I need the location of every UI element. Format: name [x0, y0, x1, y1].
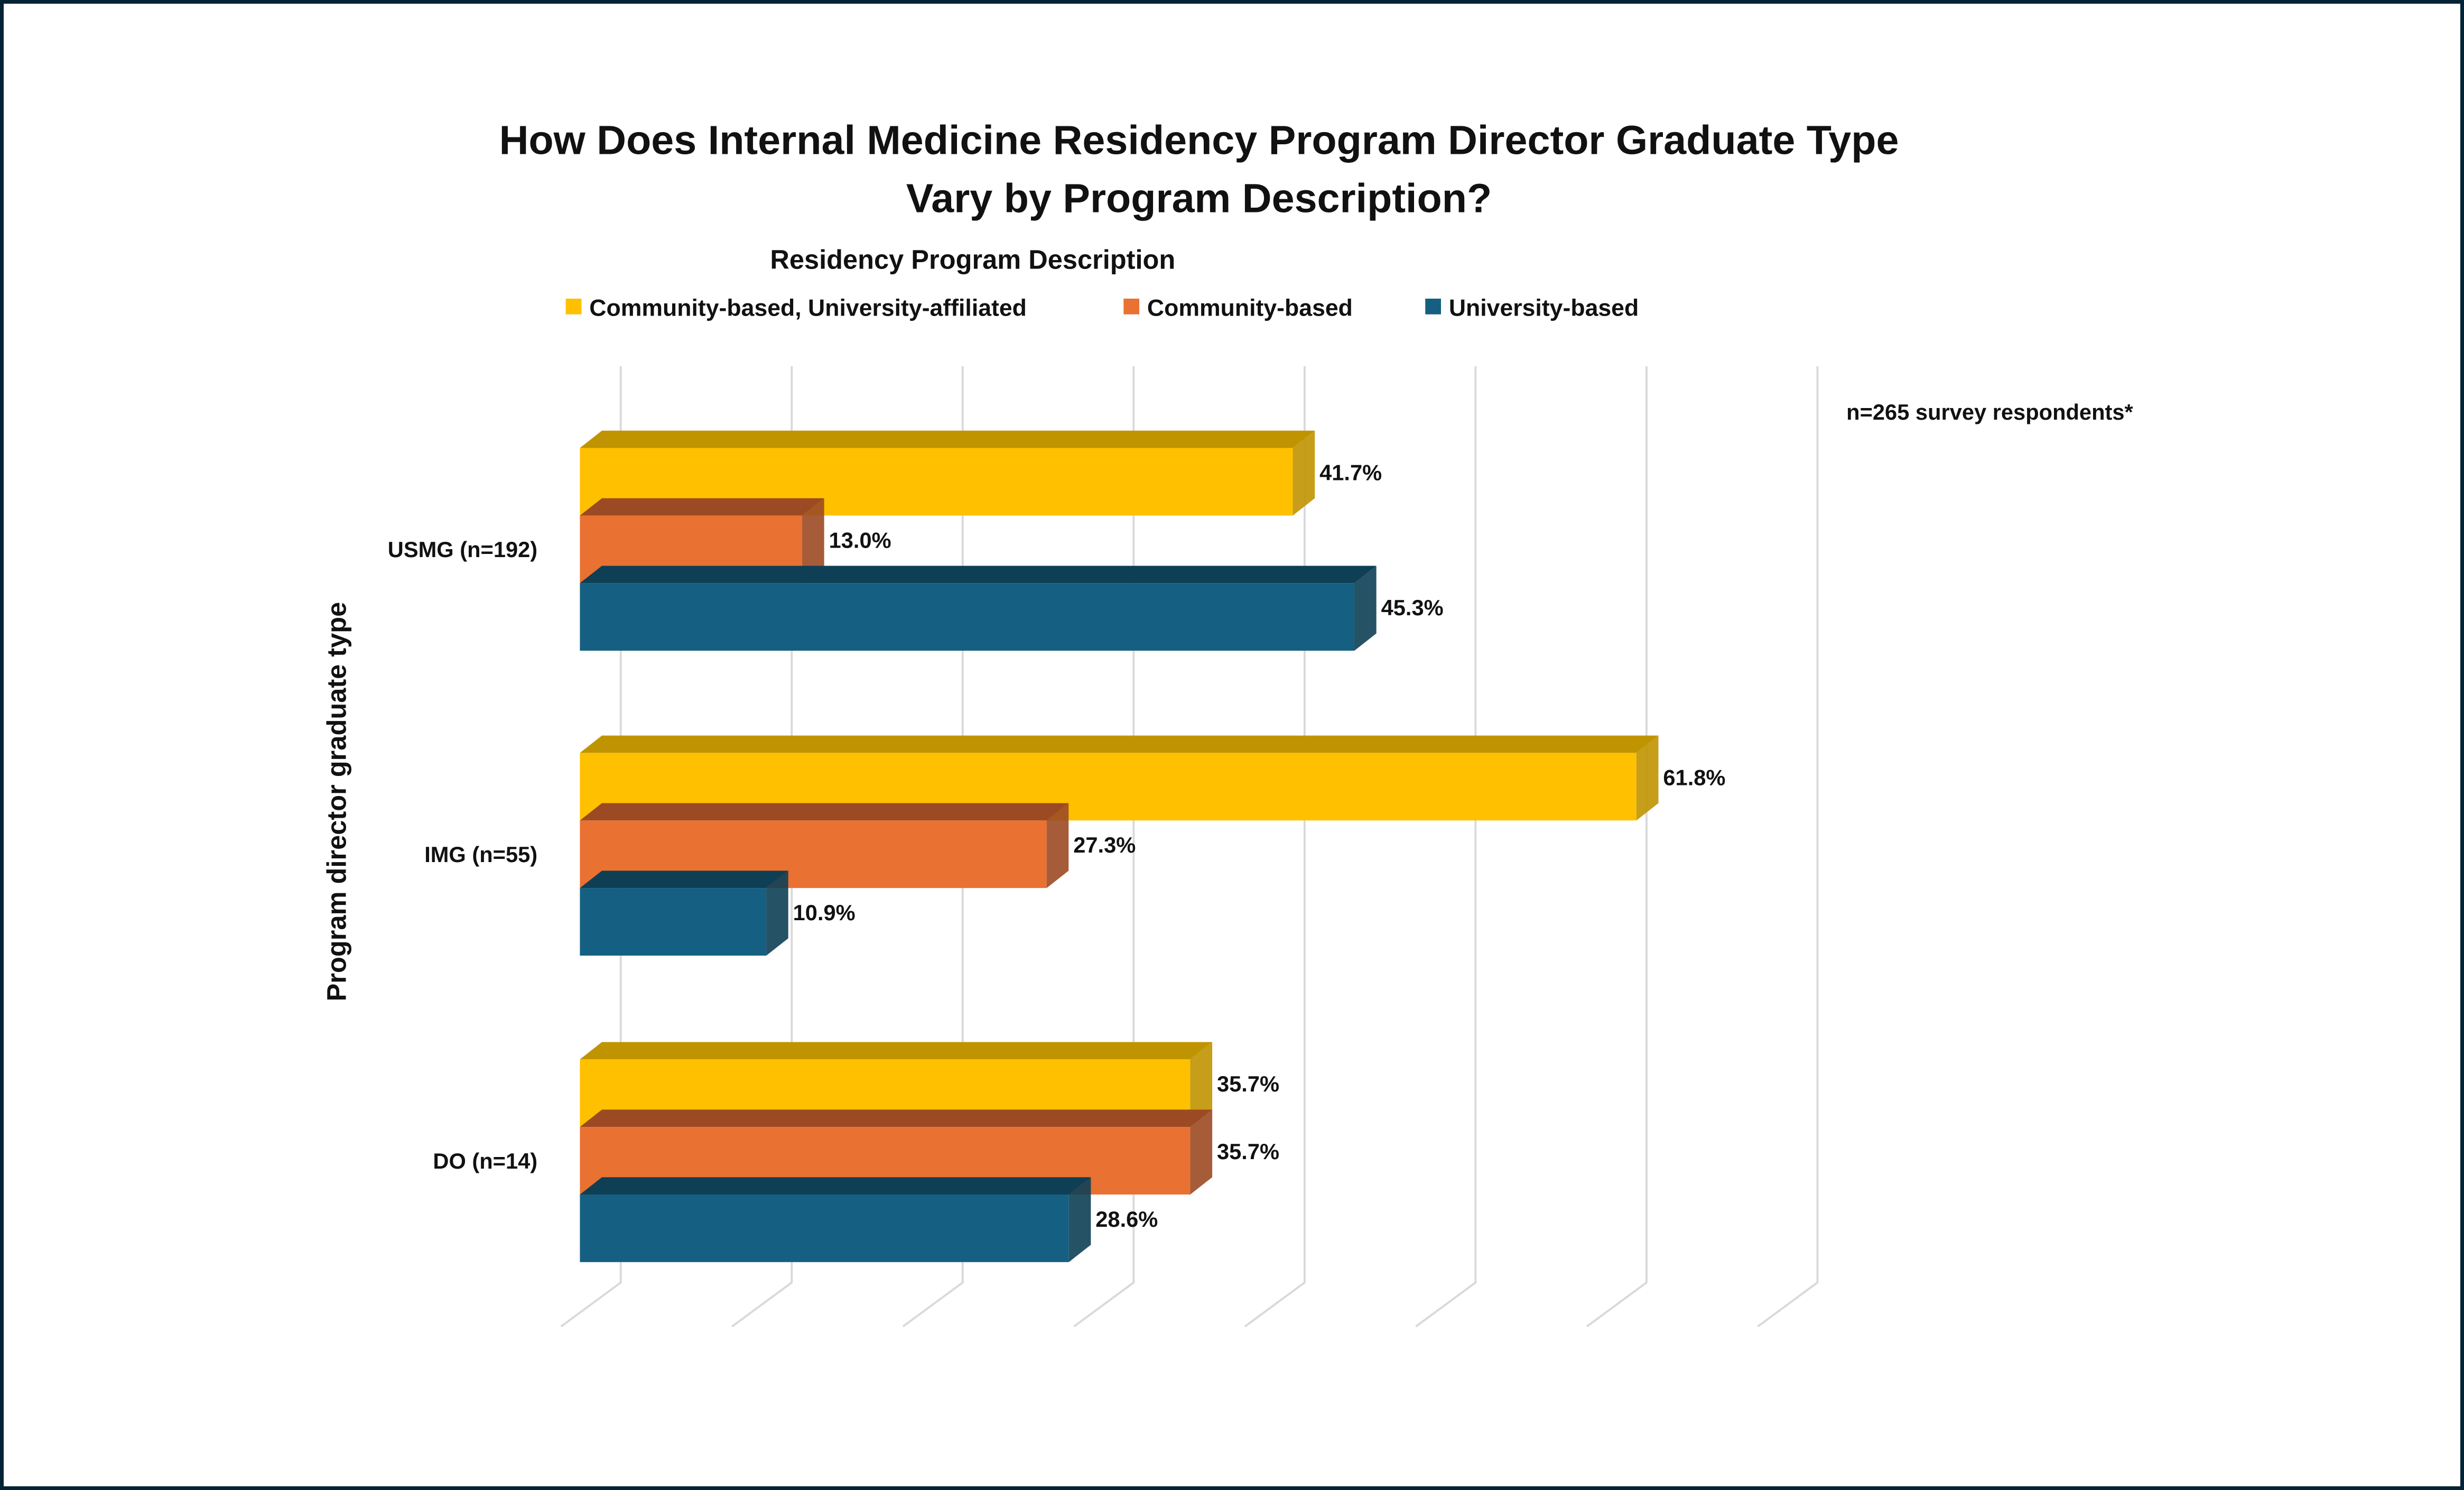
bar-side-face — [1293, 430, 1315, 516]
category-label: DO (n=14) — [433, 1149, 537, 1173]
data-label: 45.3% — [1381, 595, 1444, 620]
data-label: 13.0% — [829, 527, 891, 552]
data-label: 61.8% — [1663, 765, 1725, 790]
gridlines — [560, 366, 1819, 1328]
data-label: 35.7% — [1217, 1071, 1279, 1096]
bar-top-face — [580, 803, 1069, 821]
chart-title-line-1: How Does Internal Medicine Residency Pro… — [499, 117, 1899, 163]
legend-label: Community-based, University-affiliated — [589, 295, 1027, 321]
data-label: 28.6% — [1095, 1207, 1158, 1232]
bar-0-1: 61.8% — [580, 735, 1725, 821]
bar-side-face — [1190, 1109, 1213, 1195]
bar-2-1: 10.9% — [580, 871, 856, 956]
y-axis-title: Program director graduate type — [321, 602, 351, 1002]
bar-top-face — [580, 871, 788, 889]
legend-swatch — [565, 298, 582, 314]
data-label: 10.9% — [793, 900, 856, 925]
bar-top-face — [580, 1177, 1091, 1195]
gridline — [1073, 366, 1135, 1328]
gridline — [560, 366, 622, 1328]
bar-top-face — [580, 1042, 1213, 1060]
bar-top-face — [580, 566, 1377, 584]
legend-label: Community-based — [1147, 295, 1353, 321]
category-labels: USMG (n=192) IMG (n=55) DO (n=14) — [388, 537, 537, 1173]
annotation-respondents: n=265 survey respondents* — [1846, 400, 2133, 424]
legend-swatch — [1123, 298, 1140, 314]
bar-side-face — [1190, 1042, 1213, 1127]
bar-side-face — [802, 498, 824, 584]
bar — [580, 1194, 1069, 1262]
bar-top-face — [580, 498, 824, 516]
data-label: 27.3% — [1073, 832, 1136, 857]
legend-swatch — [1425, 298, 1441, 314]
bar-side-face — [1354, 566, 1377, 651]
data-label: 41.7% — [1319, 460, 1382, 485]
chart-title-line-2: Vary by Program Description? — [906, 175, 1492, 221]
data-label: 35.7% — [1217, 1139, 1279, 1164]
gridline — [902, 366, 964, 1328]
legend-title: Residency Program Description — [770, 244, 1175, 274]
legend: Community-based, University-affiliated Co… — [565, 295, 1639, 321]
gridline — [1244, 366, 1306, 1328]
bar-2-2: 28.6% — [580, 1177, 1158, 1262]
bar-top-face — [580, 735, 1659, 753]
bar-side-face — [766, 871, 788, 956]
bar-side-face — [1068, 1177, 1091, 1262]
gridline — [1586, 366, 1648, 1328]
gridline — [1415, 366, 1477, 1328]
legend-label: University-based — [1449, 295, 1639, 321]
bars: 41.7% 13.0% 45.3% 61.8% 27.3% 10.9% 35.7% 35.7%… — [580, 430, 1725, 1262]
bar — [580, 888, 767, 956]
bar — [580, 583, 1355, 651]
bar-2-0: 45.3% — [580, 566, 1444, 651]
gridline — [731, 366, 793, 1328]
category-label: USMG (n=192) — [388, 537, 537, 562]
bar-top-face — [580, 430, 1315, 448]
category-label: IMG (n=55) — [424, 842, 537, 867]
gridline — [1757, 366, 1819, 1328]
bar-side-face — [1636, 735, 1659, 821]
bar-top-face — [580, 1109, 1213, 1127]
bar-side-face — [1046, 803, 1069, 889]
